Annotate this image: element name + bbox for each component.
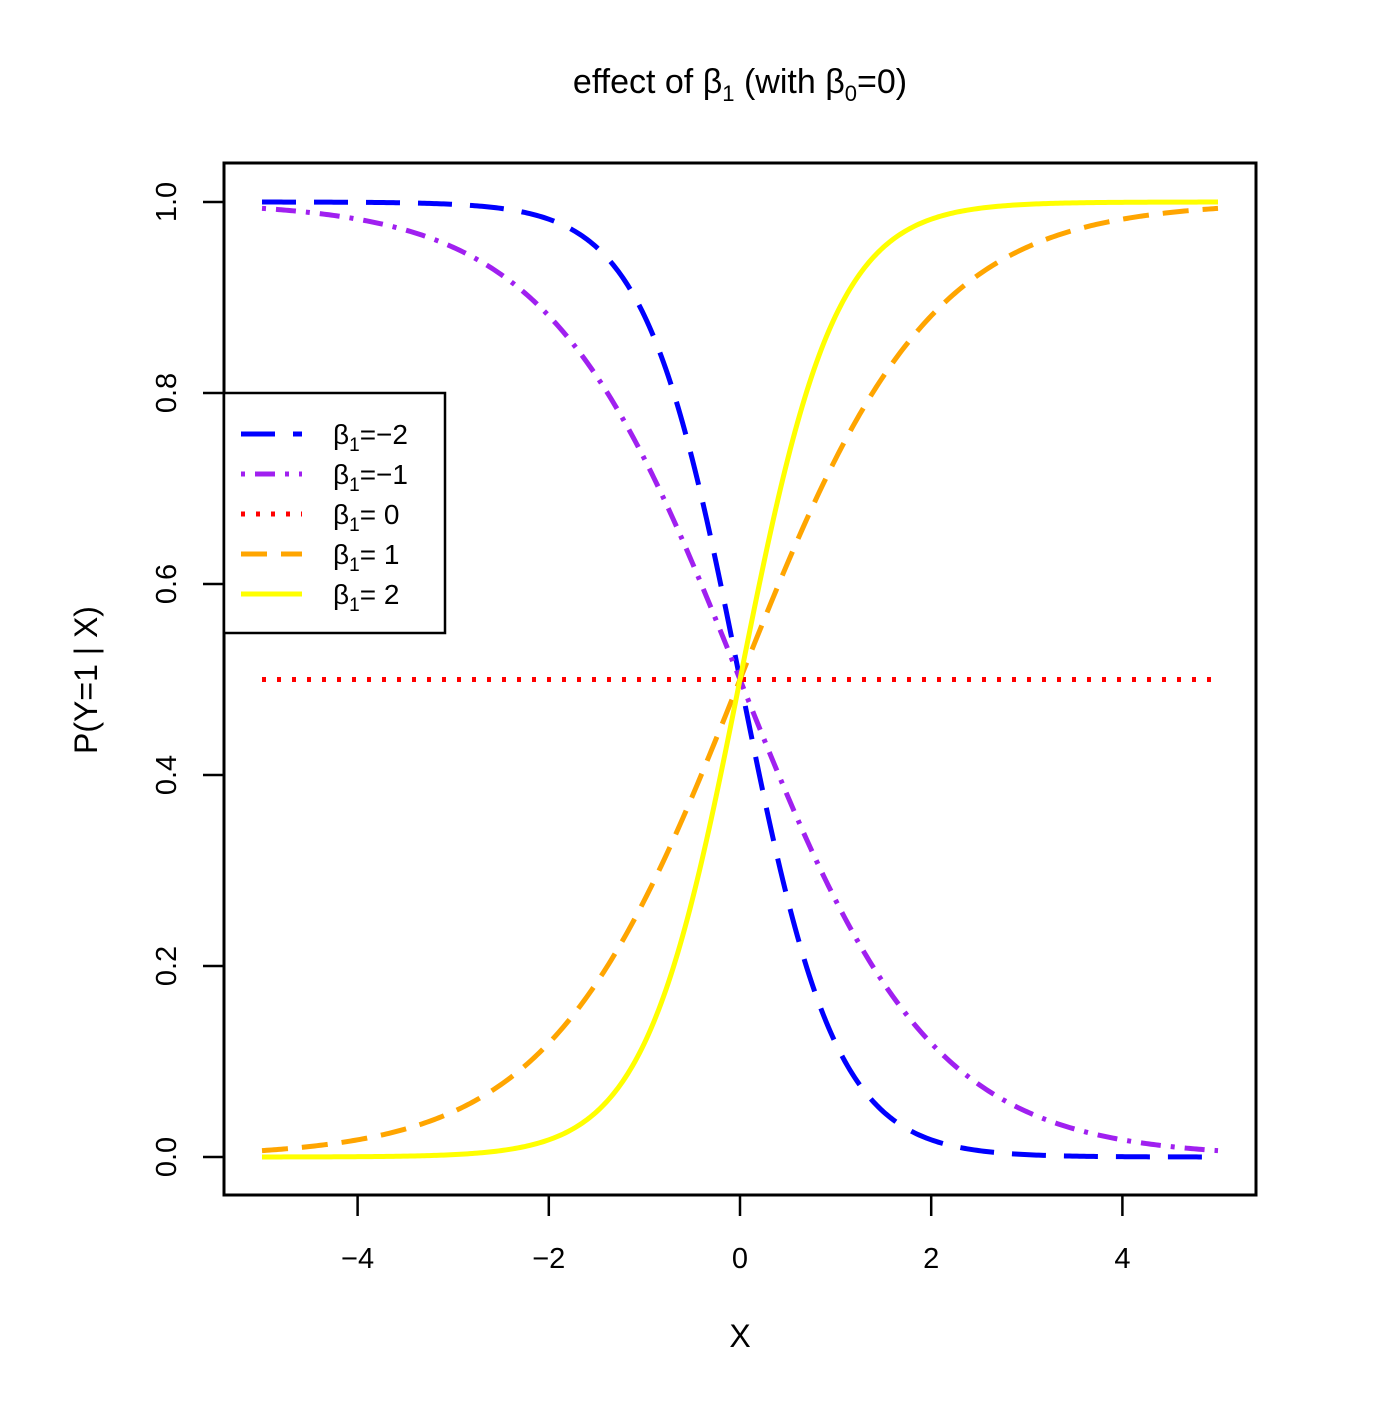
y-axis: 0.0 0.2 0.4 0.6 0.8 1.0 [151,182,226,1177]
x-tick-label: −4 [341,1243,374,1275]
legend: β1=−2β1=−1β1= 0β1= 1β1= 2 [222,391,447,635]
x-axis: −4 −2 0 2 4 [341,1193,1130,1275]
chart-title: effect of β1 (with β0=0) [573,63,907,106]
x-tick-label: −2 [532,1243,565,1275]
x-tick-label: 0 [732,1243,748,1275]
x-tick-label: 2 [923,1243,939,1275]
y-tick-label: 0.8 [151,373,183,413]
legend-label: β1= 0 [333,499,399,536]
series-line-5 [261,199,1219,1160]
x-axis-label: X [729,1318,750,1354]
y-axis-label: P(Y=1 | X) [68,606,104,754]
y-tick-label: 0.4 [151,755,183,795]
legend-label: β1= 2 [333,579,399,616]
plot-lines [261,199,1219,1160]
y-tick-label: 0.0 [151,1137,183,1177]
x-tick-label: 4 [1114,1243,1130,1275]
y-tick-label: 1.0 [151,182,183,222]
y-tick-label: 0.6 [151,564,183,604]
legend-label: β1=−2 [333,419,408,456]
y-tick-label: 0.2 [151,946,183,986]
legend-label: β1=−1 [333,459,408,496]
legend-label: β1= 1 [333,539,399,576]
